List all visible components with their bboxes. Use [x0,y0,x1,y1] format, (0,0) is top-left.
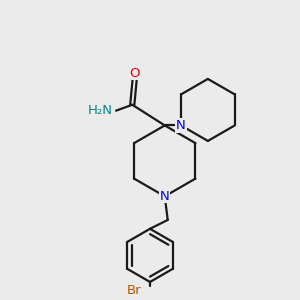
Text: Br: Br [126,284,141,297]
Text: H₂N: H₂N [87,104,112,117]
Text: O: O [129,67,140,80]
Text: N: N [176,119,186,132]
Text: N: N [160,190,169,203]
